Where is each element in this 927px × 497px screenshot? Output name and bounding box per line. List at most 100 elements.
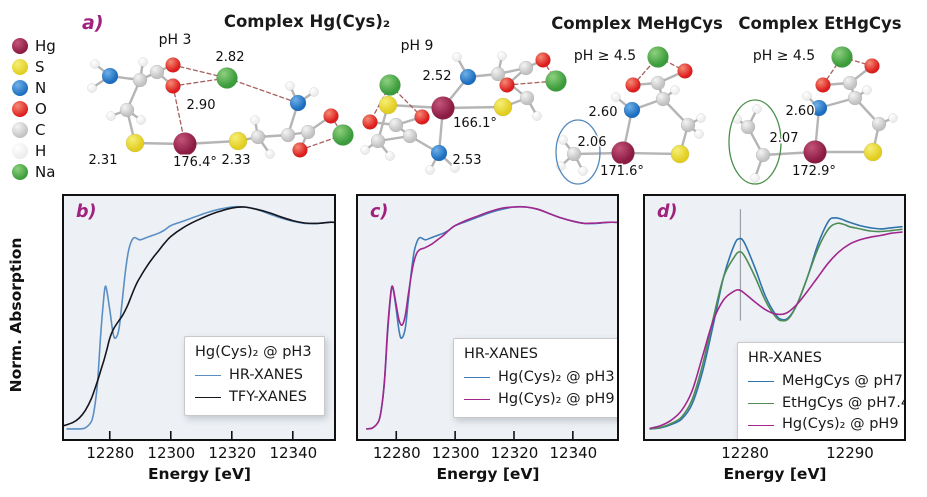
legend-entry: Hg(Cys)₂ @ pH9 bbox=[748, 414, 904, 436]
atom-C bbox=[132, 72, 148, 88]
legend-line-swatch bbox=[195, 396, 221, 398]
atom-H bbox=[360, 145, 370, 155]
legend-line-swatch bbox=[464, 377, 490, 379]
atom-Na bbox=[647, 46, 669, 68]
atom-H bbox=[888, 113, 898, 123]
atom-Na bbox=[545, 70, 567, 92]
atom-N bbox=[101, 67, 119, 85]
spectra-plot-b bbox=[64, 205, 334, 439]
molecule-drawing: pH 9 2.52 166.1° 2.53 bbox=[360, 37, 567, 175]
atom-legend-item-S: S bbox=[12, 58, 56, 77]
panel-d-xaxis-label: Energy [eV] bbox=[723, 465, 827, 483]
atom-ball-Hg bbox=[12, 38, 28, 55]
legend-entry: Hg(Cys)₂ @ pH3 bbox=[464, 367, 615, 389]
atom-legend-label: H bbox=[35, 142, 47, 161]
structure-annotation: 2.31 bbox=[89, 153, 118, 168]
atom-legend-label: Hg bbox=[35, 37, 56, 56]
highlight-ellipse bbox=[555, 119, 601, 185]
atom-legend-item-H: H bbox=[12, 142, 56, 161]
structure-annotation: 172.9° bbox=[792, 164, 836, 179]
atom-H bbox=[558, 135, 568, 145]
x-tick-label: 12280 bbox=[372, 444, 421, 462]
curve-tfy-xanes bbox=[64, 206, 334, 427]
atom-C bbox=[490, 66, 506, 82]
atom-H bbox=[285, 81, 295, 91]
atom-C bbox=[740, 119, 756, 135]
atom-O bbox=[864, 58, 880, 74]
atom-C bbox=[871, 116, 887, 132]
atom-H bbox=[90, 59, 100, 69]
legend-entry-label: EtHgCys @ pH7.4 bbox=[782, 394, 906, 411]
atom-legend-label: O bbox=[35, 100, 47, 119]
atom-O bbox=[535, 52, 551, 68]
x-tick-label: 12300 bbox=[147, 444, 196, 462]
atom-legend-item-O: O bbox=[12, 100, 56, 119]
legend-entry-label: Hg(Cys)₂ @ pH9 bbox=[498, 390, 615, 407]
legend-entry-label: Hg(Cys)₂ @ pH3 bbox=[498, 368, 615, 385]
atom-color-legend: Hg S N O C H Na bbox=[12, 37, 56, 181]
structure-annotation: 2.60 bbox=[589, 105, 618, 120]
plot-legend-c: HR-XANES Hg(Cys)₂ @ pH3 Hg(Cys)₂ @ pH9 bbox=[453, 338, 617, 419]
atom-H bbox=[265, 149, 275, 159]
atom-O bbox=[292, 142, 308, 158]
molecule-drawing: pH ≥ 4.5 2.60 2.06 171.6° bbox=[555, 46, 706, 185]
atom-N bbox=[289, 94, 307, 112]
title-complex-mehgcys: Complex MeHgCys bbox=[551, 14, 723, 33]
legend-entry: Hg(Cys)₂ @ pH9 bbox=[464, 389, 615, 411]
atom-H bbox=[136, 115, 146, 125]
atom-S bbox=[125, 133, 145, 153]
panel-d-label: d) bbox=[657, 202, 678, 222]
structure-annotation: 2.07 bbox=[770, 131, 799, 146]
atom-Na bbox=[332, 124, 354, 146]
atom-H bbox=[425, 165, 435, 175]
atom-N bbox=[623, 101, 641, 119]
x-tick-label: 12290 bbox=[826, 444, 874, 462]
atom-legend-label: N bbox=[35, 79, 47, 98]
atom-C bbox=[250, 129, 266, 145]
panel-c-xaxis-label: Energy [eV] bbox=[436, 465, 540, 483]
atom-O bbox=[815, 77, 831, 93]
atom-legend-item-C: C bbox=[12, 121, 56, 139]
panel-b-xaxis-label: Energy [eV] bbox=[147, 465, 252, 483]
curve-hg-cys-ph9 bbox=[649, 231, 903, 430]
atom-ball-H bbox=[12, 143, 28, 160]
atom-C bbox=[370, 133, 386, 149]
atom-H bbox=[138, 57, 148, 67]
atom-Hg bbox=[173, 132, 197, 156]
atom-N bbox=[810, 99, 828, 117]
atom-C bbox=[680, 117, 696, 133]
atom-Na bbox=[831, 46, 853, 68]
legend-title: HR-XANES bbox=[748, 350, 822, 366]
structure-annotation: 2.90 bbox=[187, 98, 216, 113]
atom-Hg bbox=[611, 141, 635, 165]
atom-H bbox=[309, 87, 319, 97]
spectra-plot-c bbox=[366, 205, 617, 439]
curve-mehgcys-ph7-4 bbox=[649, 217, 903, 430]
atom-legend-label: S bbox=[35, 58, 45, 77]
structure-annotation: 2.52 bbox=[423, 69, 452, 84]
atom-C bbox=[842, 75, 858, 91]
atom-S bbox=[228, 131, 248, 151]
legend-entry-label: TFY-XANES bbox=[229, 388, 307, 405]
structure-annotation: 171.6° bbox=[600, 164, 644, 179]
atom-Hg bbox=[803, 140, 827, 164]
legend-line-swatch bbox=[195, 375, 221, 377]
structure-annotation: 2.53 bbox=[453, 153, 482, 168]
panel-c: c) HR-XANES Hg(Cys)₂ @ pH3 Hg(Cys)₂ @ pH9 … bbox=[356, 194, 620, 483]
atom-H bbox=[694, 129, 704, 139]
atom-O bbox=[625, 77, 641, 93]
molecule-drawing: pH 3 2.82 2.90 2.31 176.4° 2.33 bbox=[87, 31, 354, 172]
panel-c-label: c) bbox=[370, 202, 389, 222]
legend-entry: HR-XANES bbox=[195, 365, 312, 387]
x-tick-label: 12320 bbox=[208, 444, 257, 462]
x-tick-label: 12340 bbox=[549, 444, 598, 462]
atom-H bbox=[862, 85, 872, 95]
title-complex-ethgcys: Complex EtHgCys bbox=[738, 14, 902, 33]
structure-annotation: pH 3 bbox=[159, 32, 192, 48]
atom-C bbox=[149, 64, 165, 80]
atom-H bbox=[750, 173, 760, 183]
panel-d-xtick-labels: 12280 12290 bbox=[643, 444, 907, 464]
molecule-ethgcys: pH ≥ 4.5 2.60 2.07 172.9° bbox=[728, 28, 927, 190]
atom-S bbox=[493, 97, 513, 117]
